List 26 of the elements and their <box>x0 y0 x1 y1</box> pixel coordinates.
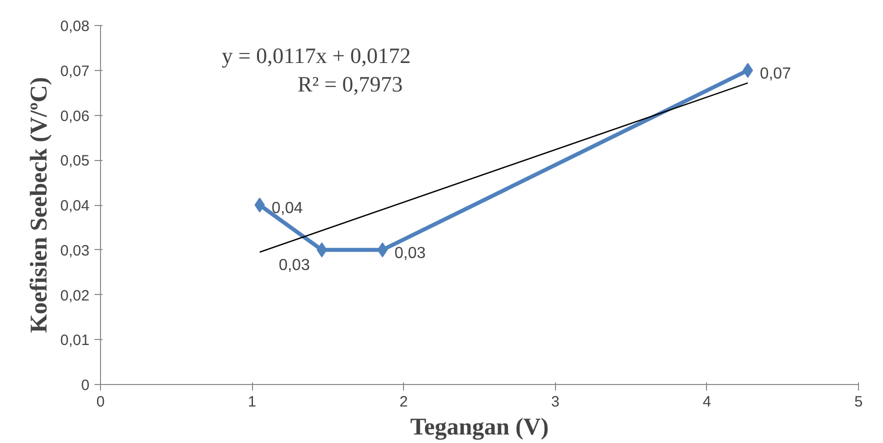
data-label: 0,03 <box>278 256 310 274</box>
y-tick-label: 0,03 <box>60 242 90 260</box>
point <box>254 198 265 212</box>
y-tick-label: 0,01 <box>60 332 90 350</box>
x-tick-label: 5 <box>854 394 863 410</box>
y-axis-title: Koefisien Seebeck (V/ºC) <box>26 77 52 333</box>
x-tick-label: 1 <box>248 394 256 410</box>
point <box>316 242 328 258</box>
point <box>377 242 388 258</box>
data-label: 0,04 <box>272 200 303 217</box>
x-tick-label: 4 <box>702 394 712 410</box>
annotation: y = 0,0117x + 0,0172 <box>222 43 411 68</box>
data-label: 0,07 <box>760 65 792 82</box>
x-tick-label: 0 <box>96 394 105 410</box>
y-tick-label: 0,07 <box>60 62 90 80</box>
y-tick-label: 0,08 <box>60 18 90 35</box>
x-tick-label: 2 <box>400 394 408 410</box>
y-tick-label: 0,02 <box>60 287 90 304</box>
annotation: R² = 0,7973 <box>298 71 403 96</box>
x-tick-label: 3 <box>551 394 560 410</box>
data-label: 0,03 <box>394 244 426 262</box>
y-tick-label: 0,06 <box>60 108 90 125</box>
y-tick-label: 0,05 <box>60 152 90 170</box>
y-tick-label: 0 <box>81 377 90 394</box>
y-tick-label: 0,04 <box>60 198 90 214</box>
x-axis-title: Tegangan (V) <box>410 414 549 440</box>
